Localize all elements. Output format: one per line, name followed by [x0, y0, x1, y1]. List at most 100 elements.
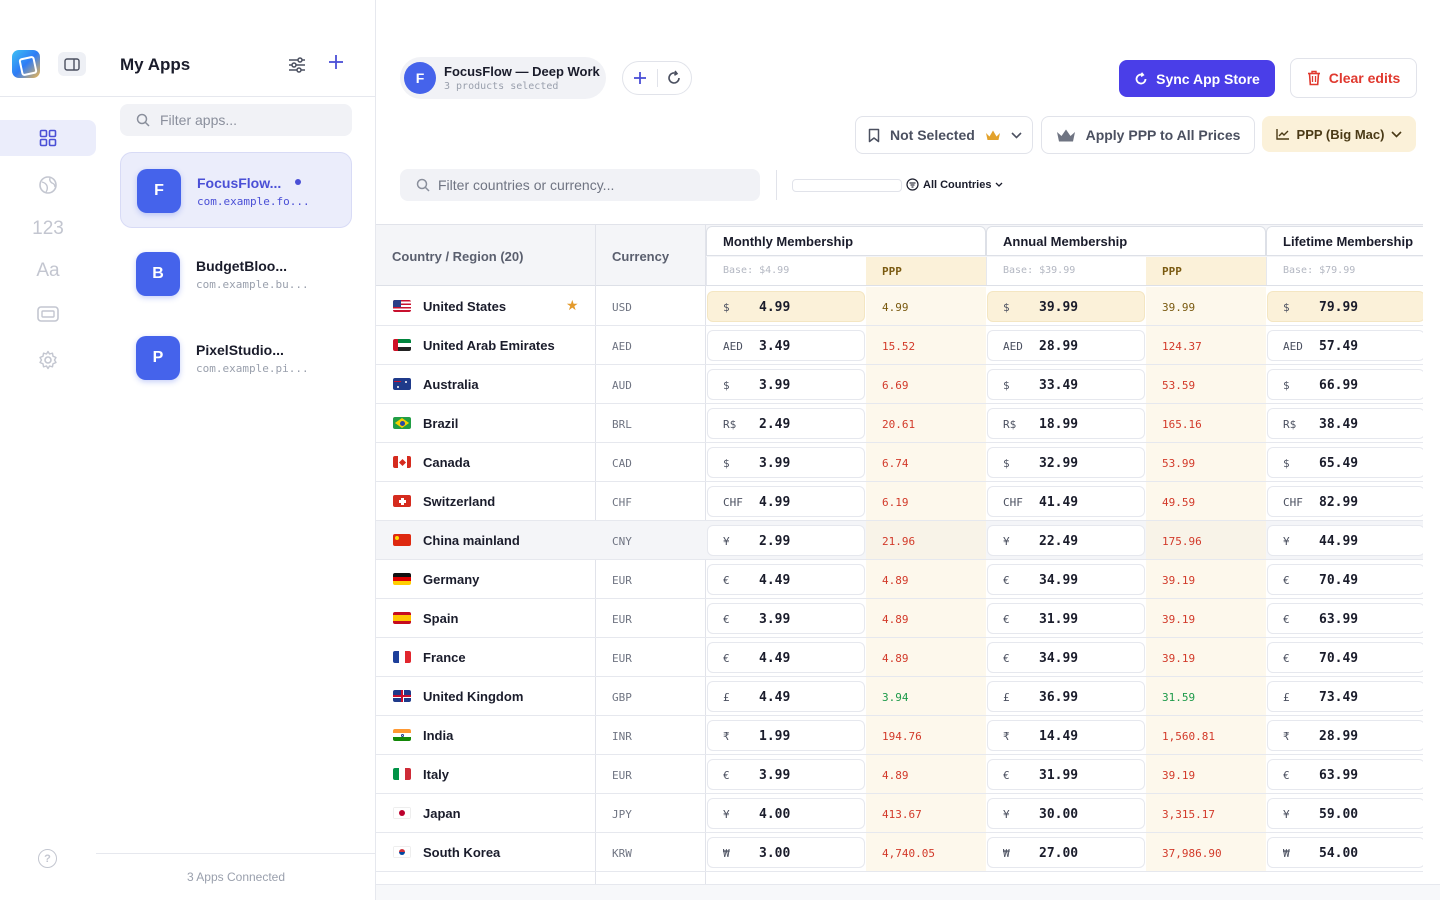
table-row[interactable]: Switzerland CHF CHF 4.99 6.19 CHF 41.49 49.59 CH…: [376, 482, 1423, 521]
plus-icon: [329, 55, 343, 69]
flag-icon: [393, 729, 411, 741]
price-input[interactable]: €34.99: [987, 564, 1145, 595]
currency-symbol: €: [1003, 613, 1010, 626]
sidebar-toggle-button[interactable]: [58, 52, 86, 76]
table-row[interactable]: China mainland CNY ¥2.99 21.96 ¥22.49 175.96 ¥…: [376, 521, 1423, 560]
app-card-pixelstudio[interactable]: P PixelStudio... com.example.pi...: [120, 320, 352, 396]
star-icon[interactable]: ★: [566, 297, 579, 313]
table-row[interactable]: Australia AUD $3.99 6.69 $33.49 53.59 $66.99: [376, 365, 1423, 404]
price-input[interactable]: €63.99: [1267, 603, 1423, 634]
price-input[interactable]: ₹1.99: [707, 720, 865, 751]
refresh-button[interactable]: [657, 61, 691, 95]
price-input[interactable]: AED 3.49: [707, 330, 865, 361]
app-card-budgetbloom[interactable]: B BudgetBloo... com.example.bu...: [120, 236, 352, 312]
rail-item-globe[interactable]: [0, 167, 96, 203]
price-input[interactable]: €70.49: [1267, 564, 1423, 595]
ppp-method-dropdown[interactable]: PPP (Big Mac): [1262, 116, 1416, 152]
price-input[interactable]: R$ 38.49: [1267, 408, 1423, 439]
ppp-cell: 4.89: [866, 599, 986, 637]
price-input[interactable]: ¥44.99: [1267, 525, 1423, 556]
horizontal-scrollbar[interactable]: [376, 884, 1440, 900]
price-input[interactable]: $4.99: [707, 291, 865, 322]
price-input[interactable]: €31.99: [987, 603, 1145, 634]
price-input[interactable]: £36.99: [987, 681, 1145, 712]
add-product-button[interactable]: [623, 61, 657, 95]
product-selector[interactable]: F FocusFlow — Deep Work 3 products selec…: [400, 57, 606, 99]
price-input[interactable]: R$ 18.99: [987, 408, 1145, 439]
price-input[interactable]: ₩27.00: [987, 837, 1145, 868]
price-input[interactable]: €70.49: [1267, 642, 1423, 673]
price-input[interactable]: €31.99: [987, 759, 1145, 790]
selection-dropdown[interactable]: Not Selected: [855, 116, 1033, 154]
app-bundle-id: com.example.bu...: [196, 278, 309, 291]
table-row[interactable]: Italy EUR €3.99 4.89 €31.99 39.19 €63.99: [376, 755, 1423, 794]
currency-symbol: ¥: [723, 808, 730, 821]
all-countries-dropdown[interactable]: All Countries: [906, 178, 1003, 191]
price-input[interactable]: $3.99: [707, 369, 865, 400]
app-search-input[interactable]: [160, 112, 340, 128]
table-row[interactable]: France EUR €4.49 4.89 €34.99 39.19 €70.49: [376, 638, 1423, 677]
sidebar-filter-button[interactable]: [286, 54, 308, 76]
ppp-cell: 4.89: [866, 638, 986, 676]
filter-chip-empty[interactable]: [792, 179, 902, 192]
rail-item-settings[interactable]: [0, 342, 96, 378]
sync-app-store-button[interactable]: Sync App Store: [1119, 60, 1275, 97]
price-input[interactable]: $39.99: [987, 291, 1145, 322]
price-input[interactable]: R$ 2.49: [707, 408, 865, 439]
price-input[interactable]: £4.49: [707, 681, 865, 712]
table-row[interactable]: Spain EUR €3.99 4.89 €31.99 39.19 €63.99: [376, 599, 1423, 638]
table-row[interactable]: United States ★ USD $4.99 4.99 $39.99 39.99 $79…: [376, 287, 1423, 326]
apply-ppp-button[interactable]: Apply PPP to All Prices: [1041, 116, 1255, 154]
price-input[interactable]: ₩3.00: [707, 837, 865, 868]
price-input[interactable]: $65.49: [1267, 447, 1423, 478]
price-input[interactable]: €3.99: [707, 759, 865, 790]
rail-item-typography[interactable]: Aa: [0, 253, 96, 289]
price-input[interactable]: $79.99: [1267, 291, 1423, 322]
price-input[interactable]: €4.49: [707, 642, 865, 673]
table-row[interactable]: Canada CAD $3.99 6.74 $32.99 53.99 $65.49: [376, 443, 1423, 482]
app-card-focusflow[interactable]: F FocusFlow... com.example.fo...: [120, 152, 352, 228]
price-input[interactable]: $32.99: [987, 447, 1145, 478]
price-input[interactable]: $66.99: [1267, 369, 1423, 400]
price-input[interactable]: CHF 4.99: [707, 486, 865, 517]
currency-column-header[interactable]: Currency: [612, 249, 670, 264]
price-value: 4.49: [759, 651, 791, 666]
price-input[interactable]: ¥4.00: [707, 798, 865, 829]
price-input[interactable]: ₩54.00: [1267, 837, 1423, 868]
help-icon[interactable]: ?: [38, 849, 57, 868]
price-input[interactable]: €63.99: [1267, 759, 1423, 790]
price-input[interactable]: £73.49: [1267, 681, 1423, 712]
price-input[interactable]: ¥59.00: [1267, 798, 1423, 829]
price-input[interactable]: ¥2.99: [707, 525, 865, 556]
clear-edits-button[interactable]: Clear edits: [1290, 58, 1417, 98]
country-column-header[interactable]: Country / Region (20): [392, 249, 524, 264]
price-input[interactable]: ₹28.99: [1267, 720, 1423, 751]
table-row[interactable]: Germany EUR €4.49 4.89 €34.99 39.19 €70.49: [376, 560, 1423, 599]
ppp-cell: 124.37: [1146, 326, 1266, 364]
price-input[interactable]: ¥30.00: [987, 798, 1145, 829]
add-app-button[interactable]: [324, 52, 348, 76]
ppp-value: 124.37: [1162, 340, 1202, 353]
price-input[interactable]: €3.99: [707, 603, 865, 634]
ppp-cell: 39.99: [1146, 287, 1266, 325]
price-input[interactable]: €4.49: [707, 564, 865, 595]
price-input[interactable]: CHF 82.99: [1267, 486, 1423, 517]
price-input[interactable]: AED 28.99: [987, 330, 1145, 361]
table-row[interactable]: United Arab Emirates AED AED 3.49 15.52 AED 28…: [376, 326, 1423, 365]
price-input[interactable]: AED 57.49: [1267, 330, 1423, 361]
rail-item-apps[interactable]: [0, 120, 96, 156]
country-search-input[interactable]: [438, 177, 738, 193]
price-input[interactable]: ¥22.49: [987, 525, 1145, 556]
price-input[interactable]: CHF 41.49: [987, 486, 1145, 517]
table-row[interactable]: India INR ₹1.99 194.76 ₹14.49 1,560.81 ₹28.99: [376, 716, 1423, 755]
table-row[interactable]: Brazil BRL R$ 2.49 20.61 R$ 18.99 165.16 R$ 38.49: [376, 404, 1423, 443]
price-input[interactable]: ₹14.49: [987, 720, 1145, 751]
rail-item-ticket[interactable]: [0, 296, 96, 332]
table-row[interactable]: Japan JPY ¥4.00 413.67 ¥30.00 3,315.17 ¥59.00: [376, 794, 1423, 833]
price-input[interactable]: $33.49: [987, 369, 1145, 400]
price-input[interactable]: $3.99: [707, 447, 865, 478]
table-row[interactable]: United Kingdom GBP £4.49 3.94 £36.99 31.59 £73…: [376, 677, 1423, 716]
rail-item-numbers[interactable]: 123: [0, 211, 96, 247]
table-row[interactable]: South Korea KRW ₩3.00 4,740.05 ₩27.00 37,986.…: [376, 833, 1423, 872]
price-input[interactable]: €34.99: [987, 642, 1145, 673]
